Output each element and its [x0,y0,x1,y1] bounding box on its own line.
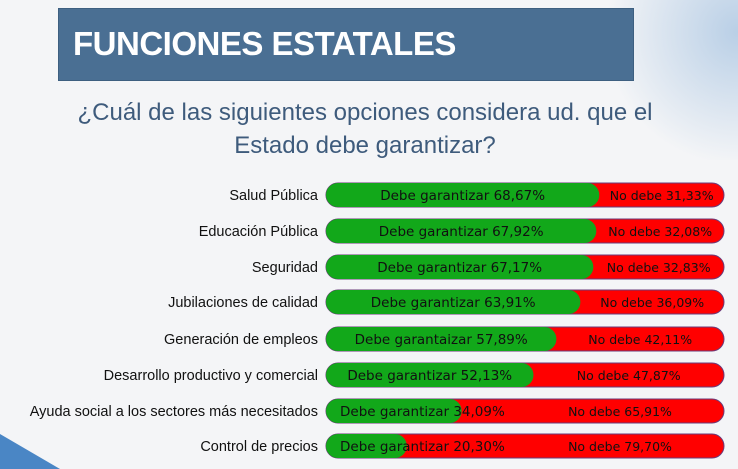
debe-garantizar-label: Debe garantizar 68,67% [380,188,545,204]
category-label: Salud Pública [229,188,319,204]
category-label: Educación Pública [199,224,319,240]
no-debe-label: No debe 79,70% [568,439,672,454]
debe-garantizar-label: Debe garantizar 67,17% [377,260,542,276]
chart-title: ¿Cuál de las siguientes opciones conside… [77,99,653,159]
debe-garantizar-label: Debe garantizar 34,09% [340,404,505,420]
no-debe-label: No debe 65,91% [568,404,672,419]
debe-garantizar-label: Debe garantizar 20,30% [340,439,505,455]
no-debe-label: No debe 47,87% [577,368,681,383]
debe-garantizar-bar [326,327,557,351]
debe-garantizar-label: Debe garantizar 63,91% [371,295,536,311]
category-label: Generación de empleos [164,332,318,348]
debe-garantizar-label: Debe garantizar 67,92% [379,224,544,240]
debe-garantizar-bar [326,399,462,423]
debe-garantizar-bar [326,255,594,279]
no-debe-label: No debe 32,08% [608,224,712,239]
debe-garantizar-bar [326,219,597,243]
debe-garantizar-bar [326,290,581,314]
category-label: Seguridad [252,260,318,276]
debe-garantizar-bar [326,434,407,458]
debe-garantizar-bar [326,363,534,387]
corner-decoration [0,434,60,469]
no-debe-label: No debe 36,09% [600,295,704,310]
no-debe-label: No debe 42,11% [588,332,692,347]
header-banner: FUNCIONES ESTATALES [58,8,634,81]
category-label: Desarrollo productivo y comercial [104,368,318,384]
debe-garantizar-label: Debe garantaizar 57,89% [355,332,528,348]
debe-garantizar-label: Debe garantizar 52,13% [347,368,512,384]
category-label: Control de precios [200,439,318,455]
no-debe-label: No debe 31,33% [610,188,714,203]
page-title: FUNCIONES ESTATALES [73,25,456,62]
no-debe-label: No debe 32,83% [607,260,711,275]
category-label: Jubilaciones de calidad [168,295,318,311]
debe-garantizar-bar [326,183,600,207]
category-label: Ayuda social a los sectores más necesita… [30,404,318,420]
